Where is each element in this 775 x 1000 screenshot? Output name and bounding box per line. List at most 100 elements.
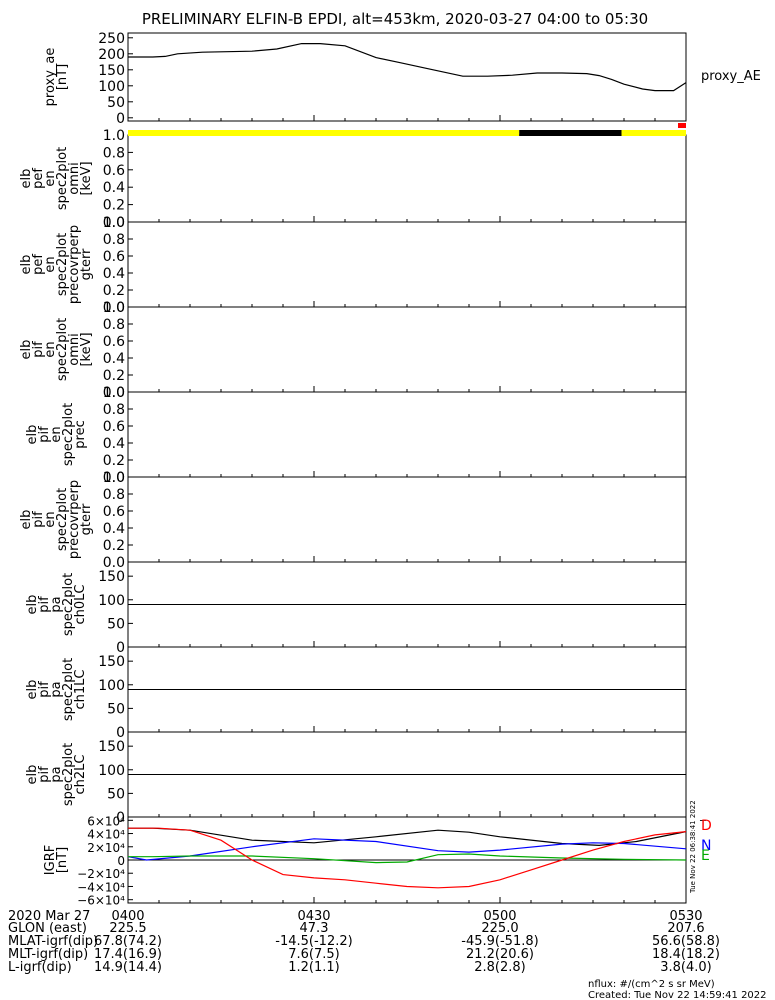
orbit-value: 3.8(4.0): [660, 960, 712, 975]
date-label: 2020 Mar 27: [8, 909, 90, 924]
y-tick-label: 0: [116, 810, 125, 826]
y-tick-label: 50: [107, 701, 125, 717]
y-axis-label: elb: [25, 595, 40, 615]
orbit-row-label: L-igrf(dip): [8, 960, 72, 975]
y-axis-label: IGRF: [43, 845, 58, 875]
y-axis-label: spec2plot: [61, 573, 76, 636]
quality-bar: [128, 123, 686, 136]
orbit-value: 67.8(74.2): [94, 934, 162, 949]
y-axis-label: ch0LC: [73, 585, 88, 625]
orbit-value: 7.6(7.5): [288, 947, 340, 962]
orbit-value: 18.4(18.2): [652, 947, 720, 962]
y-tick-label: 50: [107, 95, 125, 111]
time-tick-label: 0500: [483, 909, 516, 924]
y-tick-label: 0.0: [103, 555, 125, 571]
y-tick-label: 0.8: [103, 402, 125, 418]
y-axis-label: proxy_ae: [43, 48, 58, 107]
legend-N: N: [701, 838, 711, 854]
orbit-value: 21.2(20.6): [466, 947, 534, 962]
y-tick-label: 4×10⁴: [87, 828, 125, 842]
y-tick-label: 150: [98, 739, 125, 755]
panel-frame: [127, 134, 687, 223]
orbit-value: 56.6(58.8): [652, 934, 720, 949]
quality-segment-gap: [519, 130, 622, 136]
y-axis-label: precovrperp: [67, 225, 82, 304]
y-tick-label: 0.4: [103, 266, 125, 282]
y-tick-label: 0.4: [103, 521, 125, 537]
panel-frame: [127, 476, 687, 563]
y-axis-label: spec2plot: [55, 488, 70, 551]
y-axis-label: ch1LC: [73, 670, 88, 710]
y-axis-label: elb: [25, 425, 40, 445]
orbit-value: -14.5(-12.2): [275, 934, 352, 949]
time-tick-label: 0530: [669, 909, 702, 924]
y-tick-label: 50: [107, 616, 125, 632]
y-axis-label: prec: [73, 420, 88, 448]
y-tick-label: 0.2: [103, 538, 125, 554]
orbit-value: 225.0: [481, 921, 518, 936]
y-tick-label: 100: [98, 678, 125, 694]
legend-D: D: [701, 818, 712, 834]
y-axis-label: spec2plot: [61, 403, 76, 466]
y-axis-label: elb: [19, 169, 34, 189]
y-tick-label: 0.0: [103, 385, 125, 401]
quality-segment-good: [128, 130, 520, 136]
y-tick-label: 0: [116, 111, 125, 127]
y-tick-label: 0: [116, 640, 125, 656]
y-axis-label: [keV]: [79, 161, 94, 195]
orbit-value: 14.9(14.4): [94, 960, 162, 975]
panel-elb_pif_en_spec2plot_precovrperp: 1.00.80.60.40.20.0elbpifenspec2plotpreco…: [19, 470, 687, 571]
series-N-line: [127, 838, 687, 861]
y-axis-label: [nT]: [55, 847, 70, 873]
orbit-row-label: MLAT-igrf(dip): [8, 934, 98, 949]
y-tick-label: 150: [98, 569, 125, 585]
orbit-value: 1.2(1.1): [288, 960, 340, 975]
y-tick-label: −2×10⁴: [77, 867, 125, 881]
y-axis-label: spec2plot: [55, 318, 70, 381]
y-axis-label: pif: [31, 341, 46, 358]
y-tick-label: 0: [116, 725, 125, 741]
orbit-value: 207.6: [667, 921, 704, 936]
y-tick-label: 0.2: [103, 283, 125, 299]
y-axis-label: precovrperp: [67, 480, 82, 559]
y-axis-label: elb: [19, 510, 34, 530]
y-axis-label: en: [43, 256, 58, 272]
y-tick-label: 250: [98, 31, 125, 47]
series-E-line: [128, 853, 687, 864]
y-axis-label: pa: [49, 766, 64, 782]
quality-segment-good: [621, 130, 686, 136]
y-tick-label: 1.0: [103, 385, 125, 401]
y-tick-label: 0.2: [103, 453, 125, 469]
y-axis-label: gterr: [79, 248, 94, 280]
y-axis-label: spec2plot: [55, 147, 70, 210]
orbit-table: GLON (east) 225.5 47.3 225.0 207.6 MLAT-igrf(…: [8, 921, 720, 975]
y-tick-label: 150: [98, 63, 125, 79]
y-axis-label: pif: [37, 596, 52, 613]
y-tick-label: 0.0: [103, 300, 125, 316]
y-tick-label: 200: [98, 47, 125, 63]
y-axis-label: en: [49, 426, 64, 442]
y-axis-label: spec2plot: [61, 658, 76, 721]
y-axis-label: pif: [37, 681, 52, 698]
units-note: nflux: #/(cm^2 s sr MeV): [588, 979, 715, 990]
y-axis-label: [keV]: [79, 332, 94, 366]
time-axis-labels: 2020 Mar 27 0400 0430 0500 0530: [8, 909, 703, 924]
panel-frame: [127, 306, 687, 393]
y-tick-label: 50: [107, 786, 125, 802]
y-tick-label: 0.8: [103, 487, 125, 503]
time-tick-label: 0430: [297, 909, 330, 924]
y-tick-label: 2×10⁴: [87, 841, 125, 855]
y-axis-label: elb: [19, 340, 34, 360]
legend-E: E: [701, 848, 710, 864]
y-tick-label: 0.6: [103, 419, 125, 435]
y-axis-label: pa: [49, 596, 64, 612]
y-tick-label: 0.4: [103, 180, 125, 196]
y-axis-label: omni: [67, 333, 82, 365]
y-axis-label: elb: [25, 765, 40, 785]
series-proxy_AE-line: [128, 42, 687, 92]
y-tick-label: 1.0: [103, 128, 125, 144]
